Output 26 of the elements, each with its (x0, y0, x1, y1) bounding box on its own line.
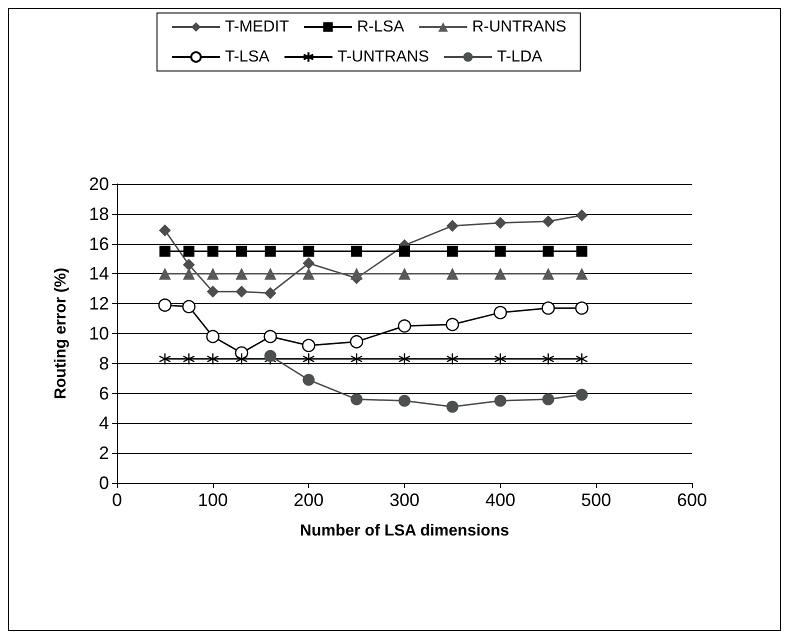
y-tick-label: 16 (88, 234, 109, 254)
x-tick-label: 300 (389, 490, 420, 510)
y-tick-label: 12 (88, 294, 109, 314)
y-tick-label: 6 (98, 383, 109, 404)
x-tick-label: 0 (112, 490, 122, 510)
legend-label: R-LSA (356, 18, 404, 36)
y-tick-label: 0 (98, 473, 109, 493)
y-tick-label: 4 (98, 413, 109, 434)
y-tick-label: 10 (88, 324, 109, 344)
x-tick-label: 200 (294, 490, 324, 510)
x-tick-label: 600 (676, 490, 708, 510)
legend-label: T-LSA (225, 48, 270, 66)
y-axis-title: Routing error (%) (52, 268, 70, 400)
y-tick-label: 18 (88, 204, 109, 224)
x-axis-title: Number of LSA dimensions (300, 522, 510, 540)
y-tick-label: 20 (88, 174, 109, 194)
y-tick-label: 8 (98, 353, 109, 374)
y-tick-label: 14 (88, 264, 109, 284)
y-tick-label: 2 (98, 443, 109, 464)
x-tick-label: 100 (198, 490, 228, 510)
legend-label: T-LDA (497, 48, 543, 66)
x-tick-label: 400 (485, 490, 516, 510)
legend-label: T-MEDIT (225, 18, 290, 36)
x-tick-label: 500 (581, 490, 612, 510)
legend-label: R-UNTRANS (472, 18, 566, 36)
legend-label: T-UNTRANS (337, 48, 430, 66)
